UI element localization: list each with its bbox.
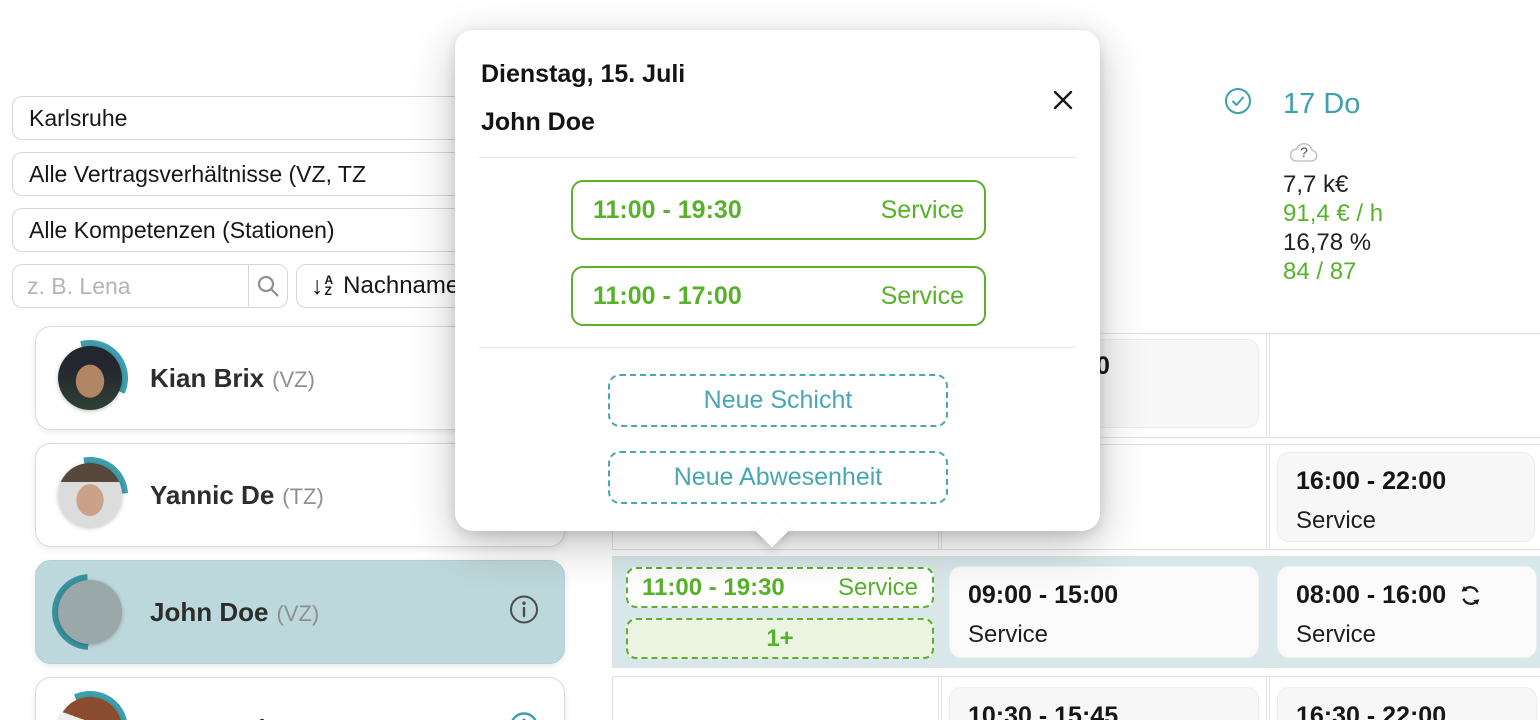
avatar xyxy=(52,340,128,416)
divider xyxy=(479,157,1076,158)
popup-date-title: Dienstag, 15. Juli xyxy=(481,60,686,88)
info-icon xyxy=(511,712,537,720)
close-button[interactable] xyxy=(1046,83,1080,117)
calendar-row-4: 10:30 - 15:45 16:30 - 22:00 xyxy=(612,676,1540,720)
new-shift-button[interactable]: Neue Schicht xyxy=(608,374,948,427)
calendar-row-selected: 11:00 - 19:30 Service 1+ 09:00 - 15:00 S… xyxy=(612,556,1540,668)
day-cell[interactable]: 11:00 - 19:30 Service 1+ xyxy=(612,557,939,667)
employee-info-button[interactable] xyxy=(508,594,540,631)
shift-cell[interactable]: 16:30 - 22:00 xyxy=(1277,687,1537,720)
shift-cell[interactable]: 08:00 - 16:00 Service xyxy=(1277,566,1537,658)
sync-icon xyxy=(1461,586,1480,605)
employee-search-input[interactable] xyxy=(12,264,248,308)
day-stats: 7,7 k€ 91,4 € / h 16,78 % 84 / 87 xyxy=(1283,170,1383,286)
stat-rate: 91,4 € / h xyxy=(1283,200,1384,227)
employee-row-john-doe[interactable]: John Doe (VZ) xyxy=(35,560,565,664)
avatar xyxy=(52,691,128,720)
day-header-label[interactable]: 17 Do xyxy=(1283,88,1361,120)
close-icon xyxy=(1053,90,1073,110)
stat-cost: 7,7 k€ xyxy=(1283,171,1349,198)
search-icon xyxy=(257,275,279,297)
day-detail-popup: Dienstag, 15. Juli John Doe 11:00 - 19:3… xyxy=(455,30,1100,531)
day-cell[interactable]: 08:00 - 16:00 Service xyxy=(1269,557,1540,667)
avatar xyxy=(52,457,128,533)
day-confirmed-toggle[interactable] xyxy=(1224,87,1252,120)
divider xyxy=(479,347,1076,348)
shift-button[interactable]: 11:00 - 17:00 Service xyxy=(571,266,986,326)
stat-hours: 84 / 87 xyxy=(1283,258,1357,285)
employee-info-button[interactable] xyxy=(508,711,540,720)
svg-text:?: ? xyxy=(1300,144,1308,160)
popup-employee-name: John Doe xyxy=(481,108,595,136)
sort-select-value: Nachname xyxy=(343,272,460,299)
check-circle-icon xyxy=(1225,88,1251,114)
search-button[interactable] xyxy=(248,264,288,308)
more-shifts-cell[interactable]: 1+ xyxy=(626,618,934,659)
day-cell[interactable]: 16:30 - 22:00 xyxy=(1269,677,1540,720)
shift-cell[interactable]: 09:00 - 15:00 Service xyxy=(949,566,1259,658)
calendar-row-2: 16:00 - 22:00 Service xyxy=(612,444,1540,550)
weather-unknown-icon[interactable]: ? xyxy=(1286,140,1320,172)
stat-percent: 16,78 % xyxy=(1283,229,1372,256)
new-absence-button[interactable]: Neue Abwesenheit xyxy=(608,451,948,504)
employee-row-yvon-fath[interactable]: Yvon Fath(GV) xyxy=(35,677,565,720)
info-icon xyxy=(510,595,538,624)
shift-button[interactable]: 11:00 - 19:30 Service xyxy=(571,180,986,240)
day-cell-empty[interactable] xyxy=(612,677,939,720)
avatar xyxy=(52,574,128,650)
day-cell[interactable]: 16:00 - 22:00 Service xyxy=(1269,445,1540,549)
shift-cell[interactable]: 16:00 - 22:00 Service xyxy=(1277,452,1535,542)
suggested-shift-cell[interactable]: 11:00 - 19:30 Service xyxy=(626,567,934,608)
sort-alpha-desc-icon: ↓ A Z xyxy=(311,271,334,300)
day-cell[interactable]: 09:00 - 15:00 Service xyxy=(941,557,1267,667)
shift-cell[interactable]: 10:30 - 15:45 xyxy=(949,687,1259,720)
day-cell[interactable]: 10:30 - 15:45 xyxy=(941,677,1267,720)
day-cell-empty[interactable] xyxy=(1269,334,1540,437)
